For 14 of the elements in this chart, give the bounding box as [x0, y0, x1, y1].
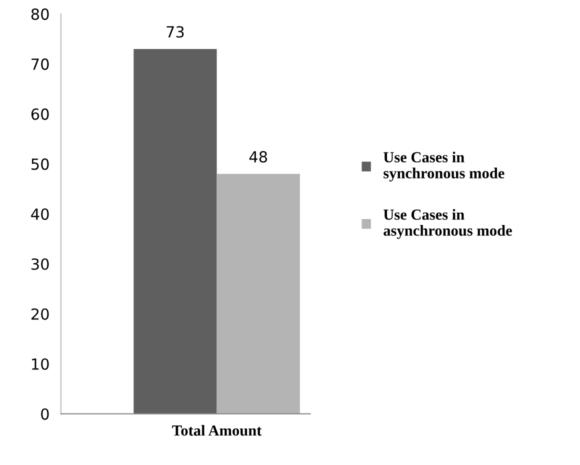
y-tick-label: 10 — [32, 358, 49, 370]
y-tick-label: 70 — [32, 58, 49, 70]
y-tick-label: 80 — [31, 8, 49, 20]
legend-label: Use Cases in asynchronous mode — [384, 209, 512, 239]
y-tick-label: 50 — [32, 158, 49, 170]
y-tick-label: 20 — [31, 308, 49, 320]
data-label: 48 — [249, 151, 268, 163]
data-label: 73 — [166, 26, 184, 38]
x-tick-label: Total Amount — [172, 424, 262, 436]
y-tick-label: 0 — [41, 408, 49, 420]
y-tick-label: 30 — [32, 258, 49, 270]
y-tick-label: 40 — [31, 208, 49, 220]
legend-label: Use Cases in synchronous mode — [384, 152, 504, 182]
y-tick-label: 60 — [31, 108, 49, 120]
